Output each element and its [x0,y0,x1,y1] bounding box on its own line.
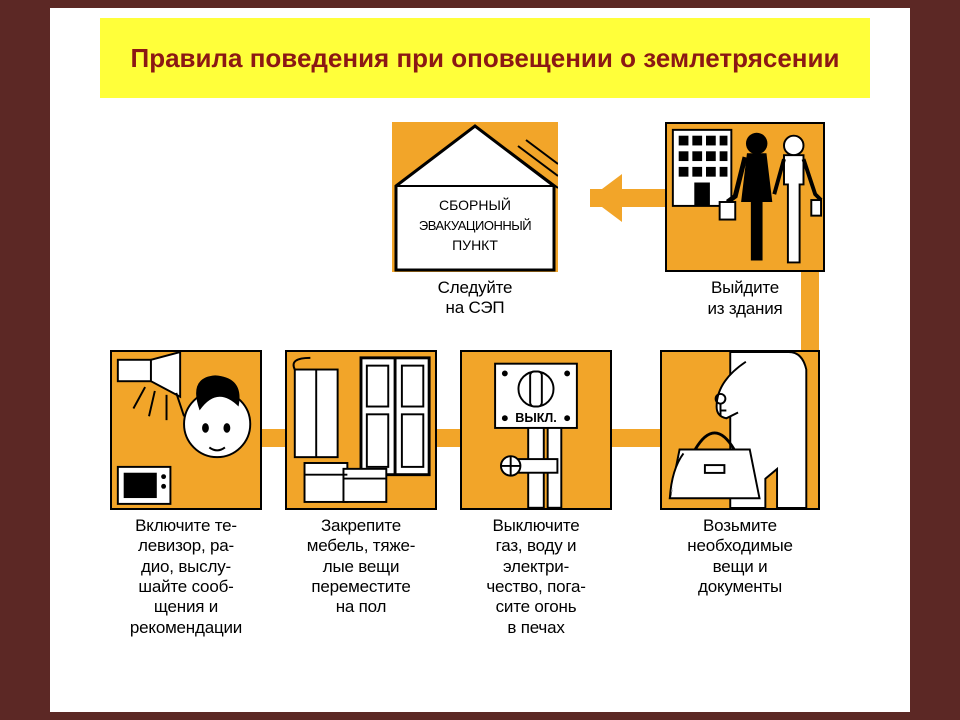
panel-shutoff-pic: ВЫКЛ. [460,350,612,510]
title-band: Правила поведения при оповещении о земле… [100,18,870,98]
shutoff-inner-label: ВЫКЛ. [515,411,557,425]
panel-shutoff-caption: Выключитегаз, воду иэлектри-чество, пога… [460,516,612,638]
panel-grab-caption: Возьмитенеобходимыевещи идокументы [660,516,820,598]
panel-exit-caption: Выйдитеиз здания [665,278,825,319]
panel-exit-pic [665,122,825,272]
panel-listen-pic [110,350,262,510]
panel-sep-caption: Следуйтена СЭП [392,278,558,319]
panel-secure-pic [285,350,437,510]
diagram-area: Включите те-левизор, ра-дио, выслу-шайте… [110,118,870,678]
sep-label-2: ЭВАКУАЦИОННЫЙ [419,218,531,233]
panel-grab: Возьмитенеобходимыевещи идокументы [660,350,820,598]
page: Правила поведения при оповещении о земле… [50,8,910,712]
panel-listen-caption: Включите те-левизор, ра-дио, выслу-шайте… [110,516,262,638]
sep-label-1: СБОРНЫЙ [439,196,511,213]
page-title: Правила поведения при оповещении о земле… [131,42,840,75]
panel-shutoff: ВЫКЛ. Выключитегаз, воду иэлектри-чество… [460,350,612,638]
panel-grab-pic [660,350,820,510]
panel-sep-pic: СБОРНЫЙ ЭВАКУАЦИОННЫЙ ПУНКТ [392,122,558,272]
panel-secure: Закрепитемебель, тяже-лые вещипереместит… [285,350,437,618]
sep-label-3: ПУНКТ [452,237,498,253]
panel-listen: Включите те-левизор, ра-дио, выслу-шайте… [110,350,262,638]
panel-exit: Выйдитеиз здания [665,122,825,319]
panel-sep: СБОРНЫЙ ЭВАКУАЦИОННЫЙ ПУНКТ Следуйтена С… [392,122,558,319]
panel-secure-caption: Закрепитемебель, тяже-лые вещипереместит… [285,516,437,618]
arrow-left-icon [590,174,622,222]
